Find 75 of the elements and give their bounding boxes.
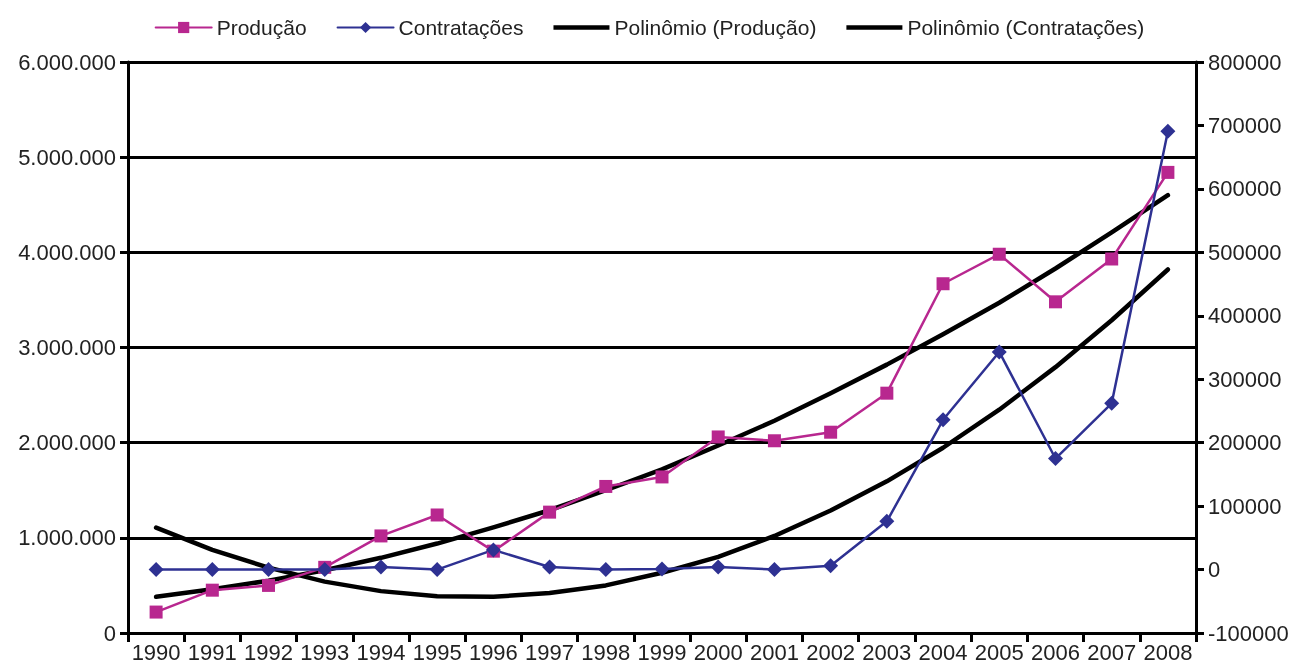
y-tick-label: 3.000.000 (18, 335, 116, 360)
point (766, 562, 782, 578)
point (1160, 123, 1176, 139)
point (149, 605, 163, 619)
x-tick-label: 2007 (1087, 639, 1137, 665)
x-tick-label: 1992 (244, 639, 293, 665)
point (148, 562, 164, 578)
y-tick-label: 6.000.000 (18, 49, 116, 75)
y-tick-label: 5.000.000 (18, 144, 116, 170)
y2-tick-label: 300000 (1208, 366, 1282, 392)
point (543, 505, 557, 519)
y2-tick-label: 700000 (1208, 112, 1282, 138)
legend-label: Polinômio (Produção) (614, 16, 817, 39)
point (991, 344, 1007, 360)
point (1047, 451, 1063, 467)
point (542, 559, 558, 575)
legend-label: Contratações (398, 16, 524, 39)
point (1048, 295, 1062, 309)
x-tick-label: 2004 (918, 639, 968, 665)
point (205, 583, 219, 597)
point (879, 513, 895, 529)
point (429, 562, 445, 578)
point (374, 529, 388, 543)
x-tick-label: 1999 (637, 639, 687, 665)
x-tick-label: 1998 (581, 639, 631, 665)
x-tick-label: 1994 (356, 639, 406, 665)
point (1161, 165, 1175, 179)
point (767, 434, 781, 448)
y2-tick-label: 200000 (1208, 430, 1282, 456)
x-tick-label: 1996 (468, 639, 518, 665)
point (992, 247, 1006, 261)
y2-tick-label: 500000 (1208, 239, 1282, 265)
y-tick-label: 1.000.000 (18, 525, 116, 551)
x-tick-label: 1991 (187, 639, 237, 665)
point (262, 578, 276, 592)
x-tick-label: 1993 (300, 639, 350, 665)
point (880, 386, 894, 400)
y-tick-label: 0 (103, 620, 116, 646)
point (935, 412, 951, 428)
x-tick-label: 2003 (862, 639, 912, 665)
y-tick-label: 2.000.000 (18, 430, 116, 456)
legend-label: Polinômio (Contratações) (907, 16, 1145, 39)
point (936, 277, 950, 291)
point (261, 562, 277, 578)
y-tick-label: 4.000.000 (18, 239, 116, 265)
x-tick-label: 2001 (749, 639, 799, 665)
point (204, 562, 220, 578)
x-tick-label: 2002 (806, 639, 856, 665)
point (654, 561, 670, 577)
y2-tick-label: 0 (1208, 557, 1221, 583)
point (823, 558, 839, 574)
point (317, 562, 333, 578)
x-tick-label: 2006 (1031, 639, 1080, 665)
point (599, 479, 613, 493)
y2-tick-label: -100000 (1208, 620, 1289, 646)
y2-tick-label: 800000 (1208, 49, 1282, 75)
x-tick-label: 2000 (693, 639, 743, 665)
point (598, 562, 614, 578)
x-tick-label: 2008 (1143, 639, 1193, 665)
x-tick-label: 1995 (412, 639, 462, 665)
y2-tick-label: 100000 (1208, 493, 1282, 519)
point (430, 508, 444, 522)
point (710, 559, 726, 575)
point (824, 425, 838, 439)
point (373, 559, 389, 575)
y2-tick-label: 600000 (1208, 176, 1282, 202)
x-tick-label: 1997 (525, 639, 575, 665)
x-tick-label: 1990 (131, 639, 181, 665)
point (1104, 395, 1120, 411)
point (655, 470, 669, 484)
point (1105, 252, 1119, 266)
y2-tick-label: 400000 (1208, 303, 1282, 329)
legend-label: Produção (216, 16, 307, 39)
point (711, 430, 725, 444)
x-tick-label: 2005 (974, 639, 1024, 665)
